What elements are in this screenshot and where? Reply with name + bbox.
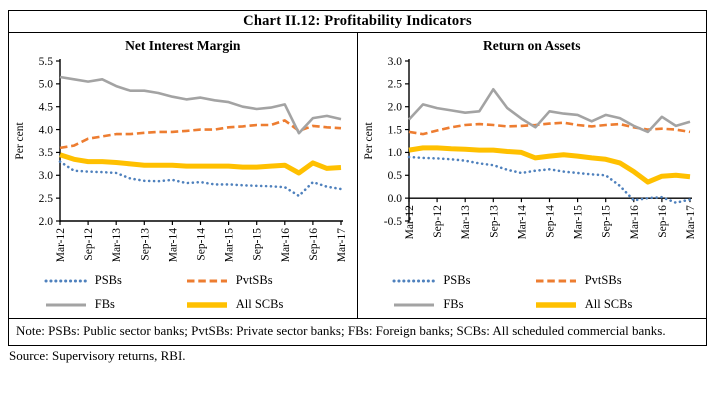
roa-chart-canvas: 3.0 2.5 2.0 1.5 1.0 0.5 0.0 -0.5 Mar-12 Sep-12 Mar… [363,56,697,240]
legend-item-psbs: PSBs [44,273,181,288]
x-tick-label: Mar-17 [336,228,348,263]
y-tick-label: 3.0 [388,56,403,68]
x-tick-label: Mar-14 [168,228,180,263]
y-tick-label: 3.0 [39,170,54,182]
legend-swatch [392,279,436,282]
legend-label: PSBs [443,273,471,287]
roa-panel-title: Return on Assets [482,38,581,53]
x-tick-label: Sep-16 [308,228,320,261]
x-tick-label: Mar-13 [111,228,123,263]
legend-item-fbs: FBs [44,297,181,312]
y-axis-title: Per cent [14,122,26,160]
legend-item-all-scbs: All SCBs [534,297,671,312]
y-tick-label: 4.5 [39,102,54,114]
legend-swatch [394,303,435,306]
legend-item-pvtsbs: PvtSBs [534,273,671,288]
x-tick-label: Mar-17 [685,205,697,240]
y-tick-label: 5.5 [39,56,54,68]
legend-swatch [44,279,88,282]
x-tick-label: Mar-16 [280,228,292,263]
legend-label: PSBs [94,273,122,287]
series-line-psbs [58,160,343,198]
x-tick-label: Mar-16 [629,205,641,240]
series-line-all-scbs [59,152,342,176]
legend-swatch [535,279,576,282]
x-tick-label: Sep-13 [140,228,152,261]
series-line-psbs [407,155,692,204]
y-tick-label: 0.0 [388,193,403,205]
legend-swatch [186,279,227,282]
roa-legend: PSBs PvtSBs FBs All SCBs [392,273,671,312]
y-tick-label: 2.0 [388,102,403,114]
note-text: Note: PSBs: Public sector banks; PvtSBs:… [9,318,706,345]
y-tick-label: 1.0 [388,147,403,159]
legend-label: FBs [94,297,115,311]
panel-return-on-assets: Return on Assets 3.0 2.5 2.0 1.5 1.0 0.5 0.0 -0… [358,33,707,318]
legend-item-fbs: FBs [392,297,529,312]
nim-legend: PSBs PvtSBs FBs All SCBs [44,273,322,312]
y-tick-label: 2.5 [388,79,403,91]
series-line-fbs [408,87,691,134]
legend-item-pvtsbs: PvtSBs [185,273,322,288]
x-tick-label: Mar-15 [224,228,236,263]
panel-net-interest-margin: Net Interest Margin 5.5 5.0 4.5 4.0 3.5 3.0 2.… [9,33,358,318]
chart-box: Chart II.12: Profitability Indicators Ne… [8,10,707,347]
x-tick-label: Mar-13 [460,205,472,240]
x-tick-label: Mar-15 [573,205,585,240]
x-tick-label: Sep-12 [83,228,95,261]
x-tick-label: Sep-14 [545,205,557,238]
legend-swatch [535,301,576,308]
y-tick-label: 0.5 [388,170,403,182]
y-tick-label: -0.5 [384,216,402,228]
series-line-fbs [60,75,342,135]
x-tick-label: Sep-14 [196,228,208,261]
charts-row: Net Interest Margin 5.5 5.0 4.5 4.0 3.5 3.0 2.… [9,33,706,318]
legend-swatch [186,301,227,308]
y-tick-label: 2.0 [39,216,54,228]
series-line-pvtsbs [409,121,691,136]
y-tick-label: 4.0 [39,124,54,136]
x-tick-label: Mar-14 [517,205,529,240]
nim-panel-title: Net Interest Margin [125,38,241,53]
legend-label: FBs [443,297,464,311]
x-tick-label: Sep-16 [657,205,669,238]
y-axis-title: Per cent [363,122,375,160]
legend-label: All SCBs [235,297,284,311]
y-tick-label: 2.5 [39,193,54,205]
legend-label: PvtSBs [235,273,273,287]
legend-swatch [45,303,86,306]
x-tick-label: Mar-12 [404,205,416,240]
x-tick-label: Sep-13 [489,205,501,238]
y-tick-label: 3.5 [39,147,54,159]
x-tick-label: Sep-15 [601,205,613,238]
x-tick-label: Mar-12 [55,228,67,263]
series-line-pvtsbs [60,119,342,150]
chart-main-title: Chart II.12: Profitability Indicators [9,11,706,33]
legend-item-all-scbs: All SCBs [185,297,322,312]
y-tick-label: 1.5 [388,124,403,136]
source-text: Source: Supervisory returns, RBI. [9,348,186,364]
y-tick-label: 5.0 [39,79,54,91]
x-tick-label: Sep-12 [432,205,444,238]
x-tick-label: Sep-15 [252,228,264,261]
legend-label: All SCBs [584,297,633,311]
series-line-all-scbs [408,145,691,185]
legend-item-psbs: PSBs [392,273,529,288]
legend-label: PvtSBs [584,273,622,287]
